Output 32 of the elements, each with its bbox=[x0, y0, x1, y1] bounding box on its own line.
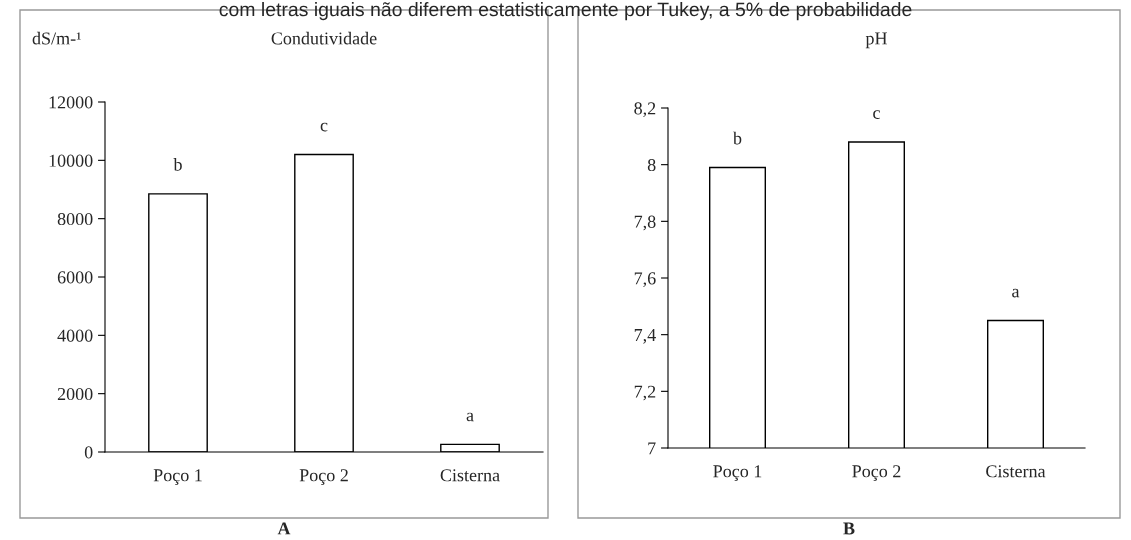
y-tick-label: 7,6 bbox=[634, 272, 656, 288]
y-tick-label: 8 bbox=[647, 158, 656, 172]
y-tick-label: 4000 bbox=[57, 329, 93, 342]
text: A bbox=[277, 522, 291, 535]
annotation: c bbox=[320, 122, 328, 132]
text: B bbox=[843, 522, 855, 535]
y-tick-label: 8,2 bbox=[634, 102, 656, 118]
y-tick-label: 0 bbox=[84, 446, 93, 459]
y-tick-label: 6000 bbox=[57, 271, 93, 284]
chart-title: pH bbox=[865, 32, 887, 49]
annotation: b bbox=[732, 131, 742, 145]
annotation: a bbox=[1012, 288, 1020, 298]
y-tick-label: 7,4 bbox=[634, 329, 656, 344]
annotation: a bbox=[466, 412, 474, 422]
chart-title: Condutividade bbox=[271, 31, 377, 45]
y-axis-title: dS/m-¹ bbox=[32, 31, 81, 45]
annotation: b bbox=[173, 158, 182, 171]
y-tick-label: 2000 bbox=[57, 387, 93, 401]
chart-subtitle: com letras iguais não diferem estatisticamente por Tukey, a 5% de probabilidade bbox=[219, 2, 912, 21]
y-tick-label: 8000 bbox=[57, 212, 93, 226]
x-tick-label: Poço 1 bbox=[713, 465, 762, 482]
y-tick-label: 10000 bbox=[49, 154, 93, 167]
y-tick-label: 7 bbox=[648, 442, 656, 455]
y-tick-label: 12000 bbox=[49, 96, 93, 109]
y-tick-label: 7,8 bbox=[634, 215, 656, 231]
annotation: c bbox=[873, 110, 880, 119]
x-tick-label: Cisterna bbox=[440, 469, 500, 482]
x-tick-label: Cisterna bbox=[986, 465, 1046, 478]
x-tick-label: Poço 1 bbox=[153, 469, 202, 486]
x-tick-label: Poço 2 bbox=[299, 469, 348, 486]
y-tick-label: 7,2 bbox=[634, 385, 656, 401]
x-tick-label: Poço 2 bbox=[852, 465, 901, 482]
